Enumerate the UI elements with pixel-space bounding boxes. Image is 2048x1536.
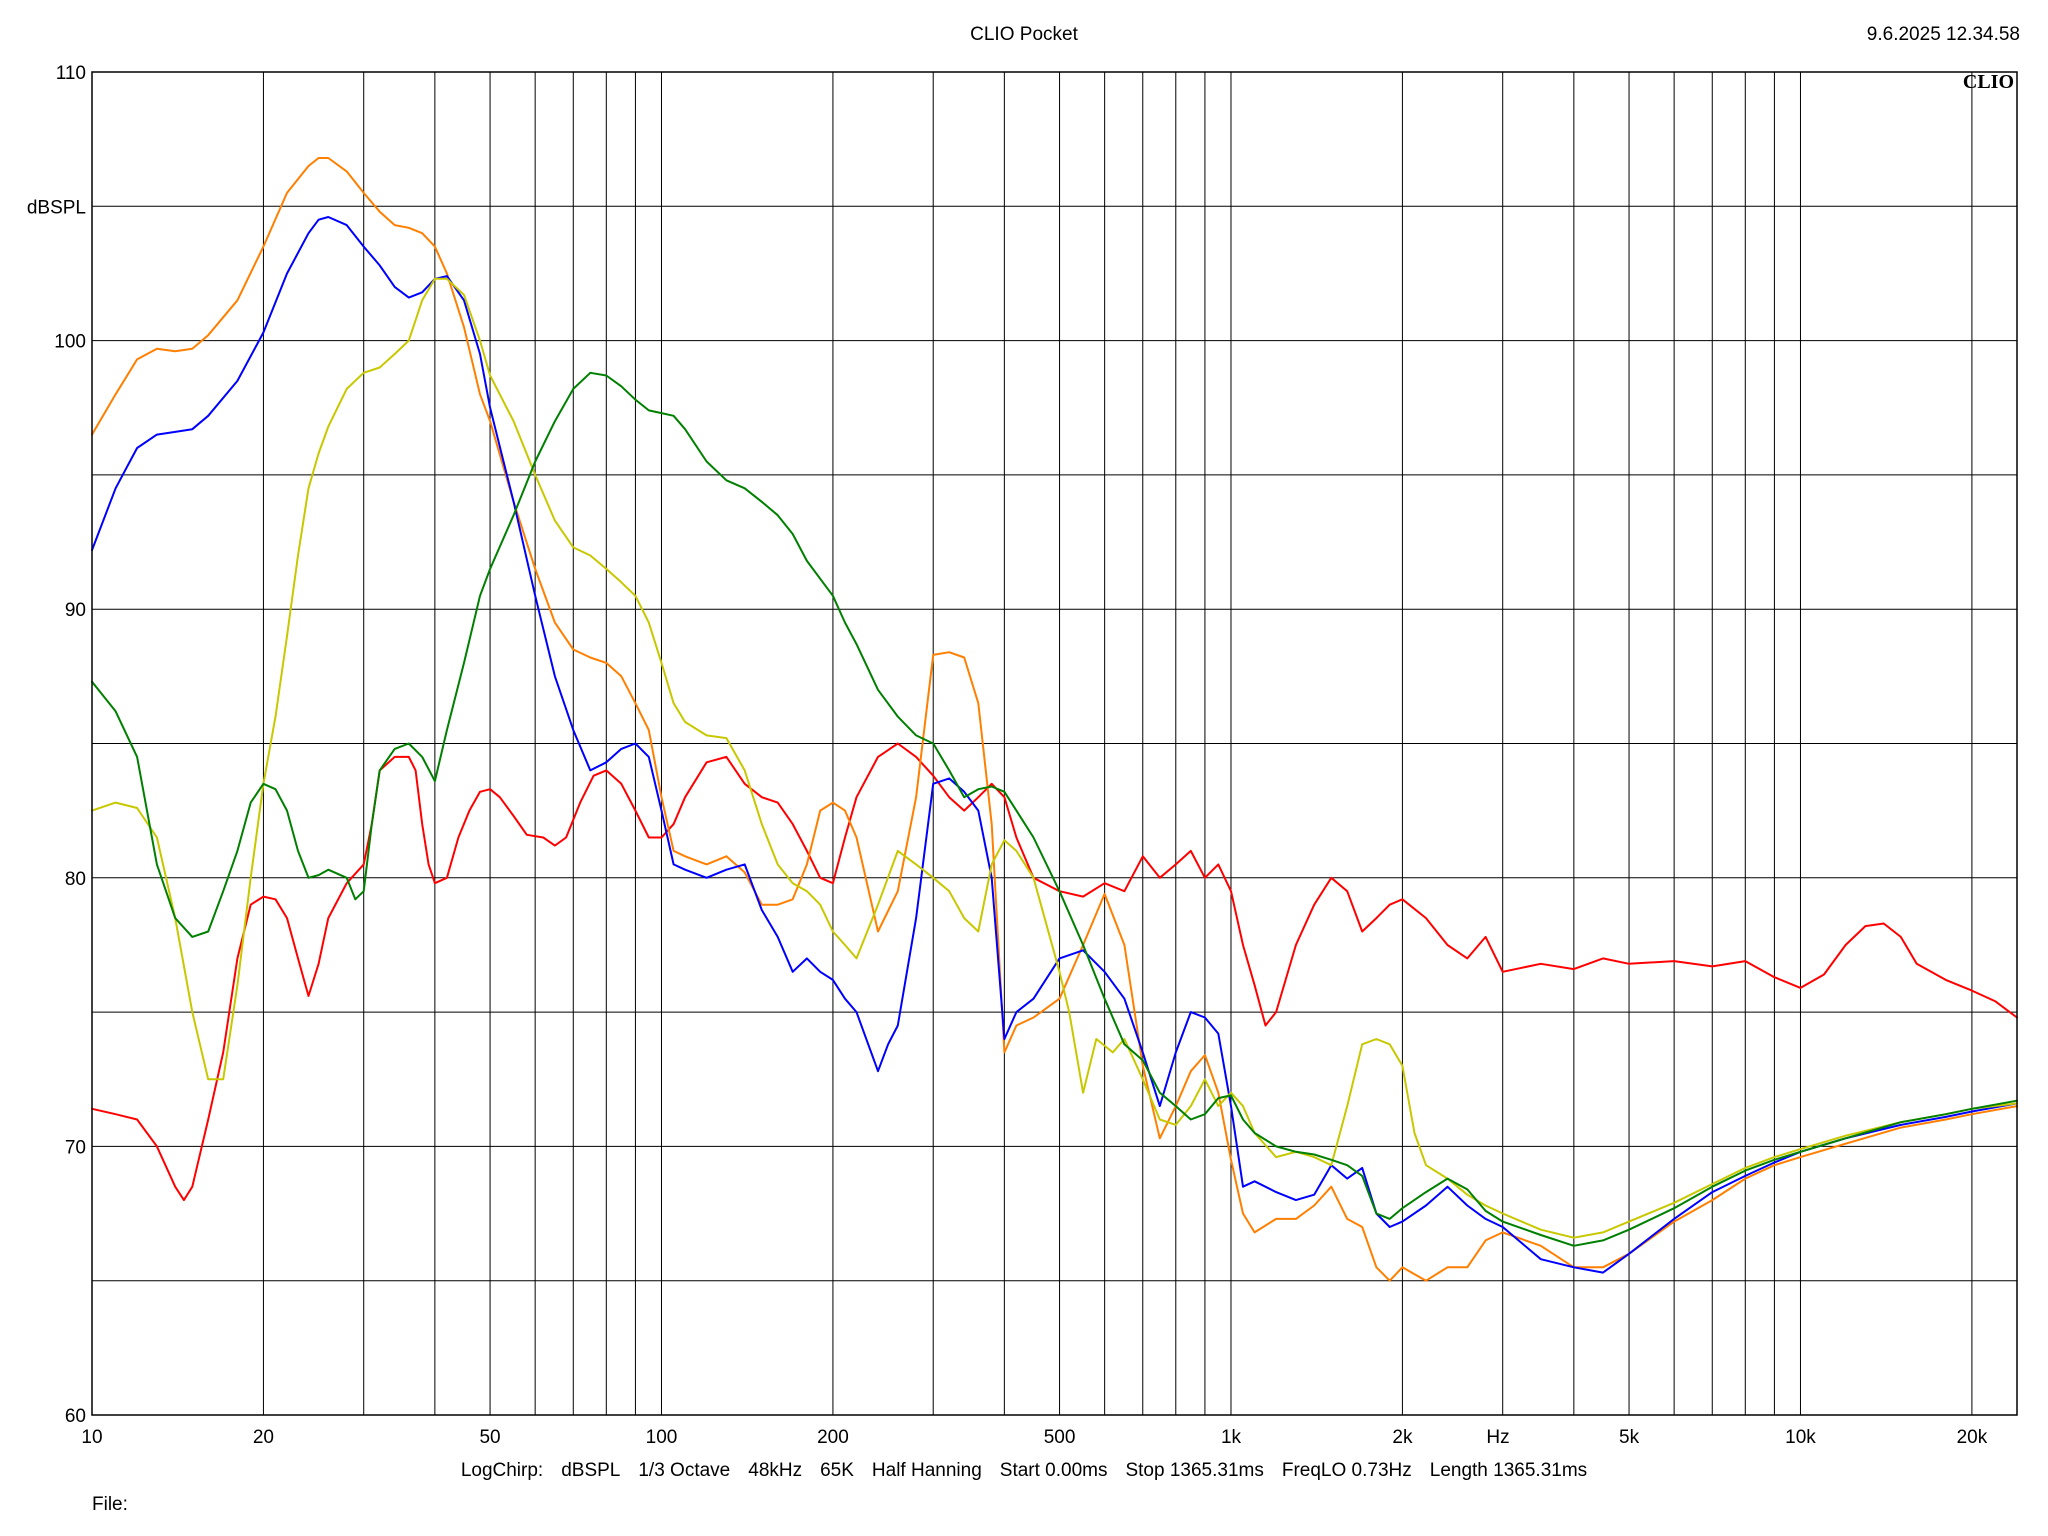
y-tick-label: 80 <box>65 869 86 890</box>
series-line-1 <box>91 742 2018 1202</box>
x-tick-label: 500 <box>1044 1427 1076 1448</box>
y-tick-label: 110 <box>56 63 86 84</box>
chart-title: CLIO Pocket <box>970 24 1078 45</box>
x-tick-label: 10 <box>81 1427 102 1448</box>
x-tick-label: 20k <box>1957 1427 1988 1448</box>
x-tick-label: 50 <box>479 1427 500 1448</box>
setting-item: FreqLO 0.73Hz <box>1281 1460 1412 1481</box>
setting-item: 65K <box>820 1460 854 1481</box>
setting-item: Length 1365.31ms <box>1429 1460 1588 1481</box>
series-line-2 <box>91 157 2018 1282</box>
x-tick-label: 10k <box>1785 1427 1816 1448</box>
setting-item: LogChirp: <box>460 1460 544 1481</box>
timestamp: 9.6.2025 12.34.58 <box>1866 24 2020 45</box>
y-tick-label: 100 <box>54 332 86 353</box>
series-layer <box>91 157 2018 1282</box>
series-line-5 <box>91 371 2018 1247</box>
grid <box>92 72 2017 1415</box>
x-axis-label: Hz <box>1486 1427 1509 1448</box>
file-label: File: <box>92 1494 128 1515</box>
y-tick-label: 70 <box>65 1137 86 1158</box>
x-tick-label: 5k <box>1619 1427 1640 1448</box>
setting-item: 48kHz <box>748 1460 803 1481</box>
setting-item: Stop 1365.31ms <box>1125 1460 1264 1481</box>
measurement-settings: LogChirp: dBSPL 1/3 Octave 48kHz 65K Half Han… <box>0 1460 2048 1482</box>
x-tick-label: 1k <box>1221 1427 1242 1448</box>
series-line-3 <box>91 216 2018 1274</box>
brand-logo: CLIO <box>1963 71 2014 93</box>
axis-labels: 10 20 50 100 200 500 1k 2k 5k 10k 20k Hz 60 70 80 90 100… <box>27 63 1988 1448</box>
y-axis-label: dBSPL <box>27 197 86 218</box>
x-tick-label: 20 <box>253 1427 274 1448</box>
setting-item: dBSPL <box>561 1460 621 1481</box>
x-tick-label: 2k <box>1392 1427 1413 1448</box>
x-tick-label: 200 <box>817 1427 849 1448</box>
setting-item: Start 0.00ms <box>999 1460 1108 1481</box>
y-tick-label: 90 <box>65 600 86 621</box>
setting-item: 1/3 Octave <box>638 1460 731 1481</box>
setting-item: Half Hanning <box>871 1460 982 1481</box>
y-tick-label: 60 <box>65 1406 86 1427</box>
x-tick-label: 100 <box>646 1427 678 1448</box>
plot-frame <box>91 71 2018 1416</box>
series-line-4 <box>91 277 2018 1239</box>
